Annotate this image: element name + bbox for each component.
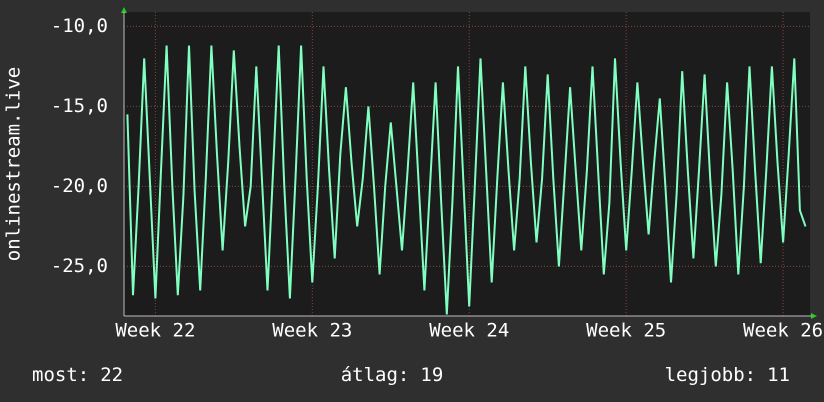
x-tick-label: Week 25 [586, 320, 666, 342]
y-tick-label: -25,0 [51, 255, 108, 277]
y-tick-label: -10,0 [51, 15, 108, 37]
axis-arrow [121, 7, 127, 13]
axis-arrow [811, 313, 817, 319]
x-tick-label: Week 23 [272, 320, 352, 342]
x-tick-label: Week 24 [429, 320, 509, 342]
stat-label: most: [32, 364, 89, 386]
stat-value: 11 [767, 364, 790, 386]
stat: most: 22 [32, 364, 123, 386]
data-line [126, 45, 807, 315]
stat: átlag: 19 [341, 364, 444, 386]
stat: legjobb: 11 [665, 364, 790, 386]
stat-label: legjobb: [665, 364, 757, 386]
y-tick-label: -20,0 [51, 175, 108, 197]
x-tick-label: Week 26 [743, 320, 823, 342]
x-tick-label: Week 22 [115, 320, 195, 342]
stat-label: átlag: [341, 364, 410, 386]
stat-value: 22 [100, 364, 123, 386]
y-tick-label: -15,0 [51, 95, 108, 117]
stat-value: 19 [420, 364, 443, 386]
y-axis-label: onlinestream.live [3, 67, 25, 261]
